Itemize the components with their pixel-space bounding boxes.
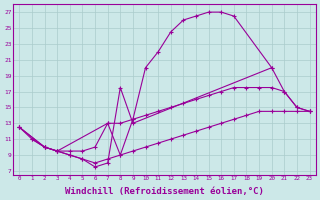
X-axis label: Windchill (Refroidissement éolien,°C): Windchill (Refroidissement éolien,°C) — [65, 187, 264, 196]
